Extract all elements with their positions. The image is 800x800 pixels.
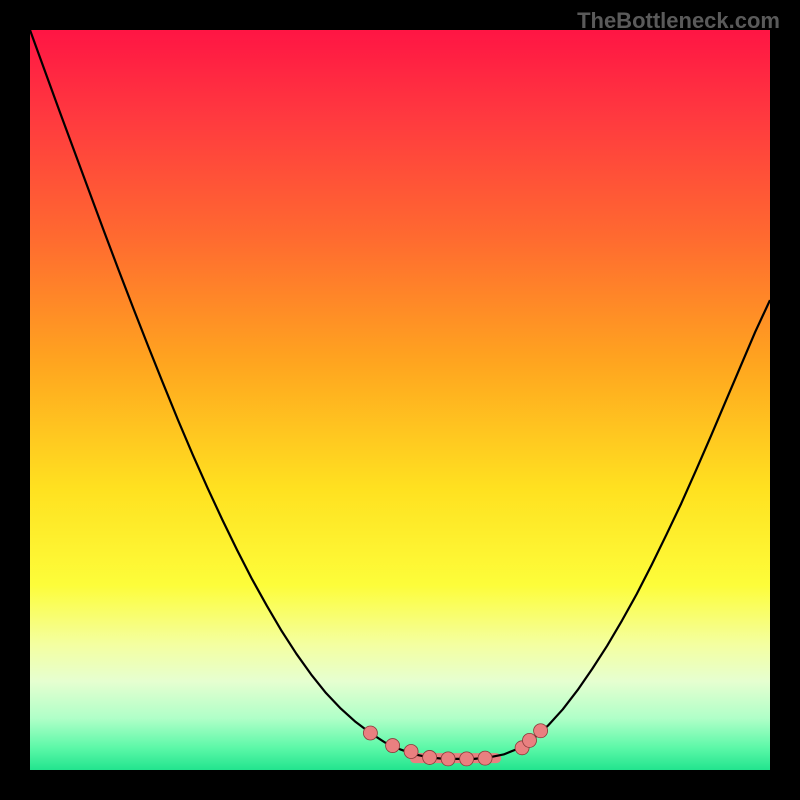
- bottleneck-marker: [363, 726, 377, 740]
- bottleneck-marker: [404, 745, 418, 759]
- bottleneck-marker: [423, 750, 437, 764]
- bottleneck-marker: [386, 739, 400, 753]
- bottleneck-marker: [534, 724, 548, 738]
- bottleneck-marker: [523, 733, 537, 747]
- chart-root: TheBottleneck.com: [0, 0, 800, 800]
- bottleneck-marker: [478, 751, 492, 765]
- watermark-text: TheBottleneck.com: [577, 8, 780, 34]
- bottleneck-marker: [441, 752, 455, 766]
- plot-area: [30, 30, 770, 770]
- bottleneck-marker: [460, 752, 474, 766]
- bottleneck-curve: [30, 30, 770, 759]
- bottleneck-curve-chart: [30, 30, 770, 770]
